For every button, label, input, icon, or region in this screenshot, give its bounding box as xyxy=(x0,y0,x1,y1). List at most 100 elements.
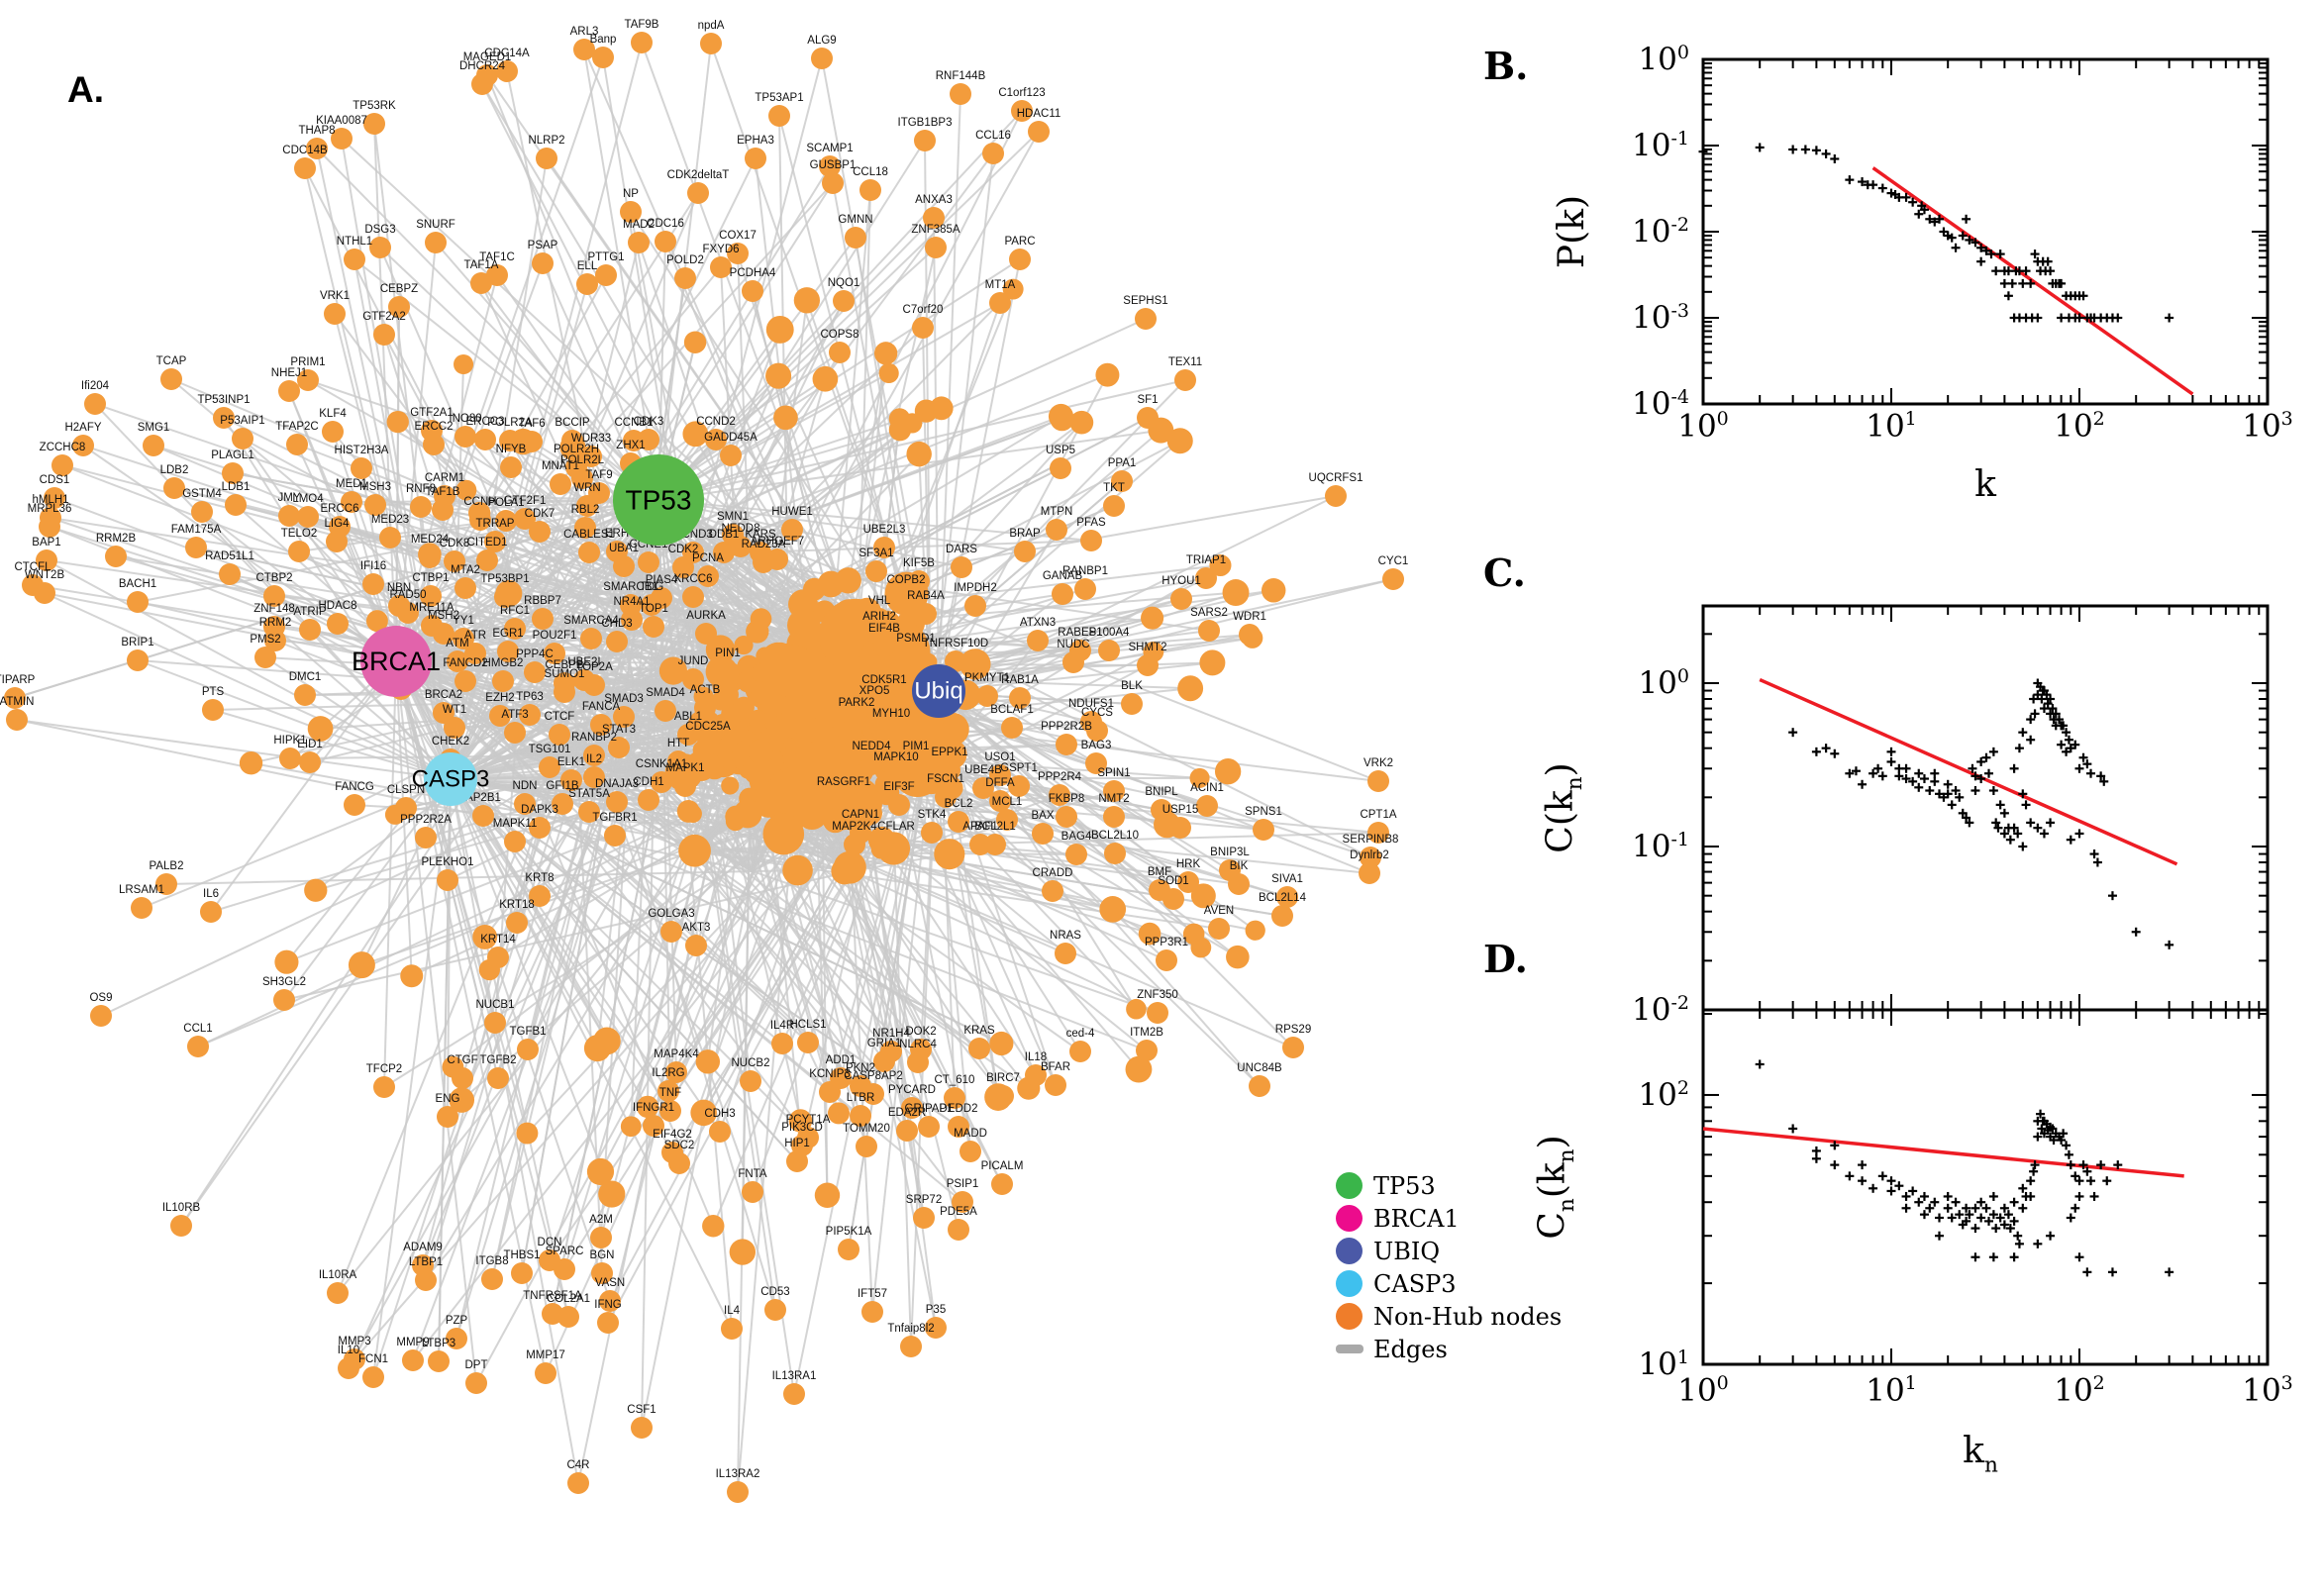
network-node xyxy=(771,1033,793,1054)
node-label: CDC16 xyxy=(647,218,684,230)
network-node xyxy=(72,435,94,456)
network-node xyxy=(578,801,600,823)
node-label: PDE5A xyxy=(940,1206,977,1218)
plot-frame-B xyxy=(1701,57,2270,406)
node-label: ALG9 xyxy=(807,35,836,47)
node-label: CTBP2 xyxy=(255,572,292,584)
network-node xyxy=(591,1262,613,1284)
node-label: TAF1C xyxy=(479,251,515,263)
network-node xyxy=(1282,1037,1304,1058)
node-label: GOLGA3 xyxy=(648,908,694,920)
network-node xyxy=(557,1306,579,1328)
network-node xyxy=(631,1417,653,1439)
network-node xyxy=(344,249,365,270)
network-node xyxy=(722,524,744,546)
node-label: TNFRSF1A xyxy=(523,1290,582,1302)
node-label: IL18 xyxy=(1025,1051,1047,1063)
node-label: UNC84B xyxy=(1237,1062,1282,1074)
network-node xyxy=(677,724,699,746)
network-node xyxy=(351,457,372,479)
node-label: WNT2B xyxy=(25,569,65,581)
node-label: GANAB xyxy=(1043,570,1083,582)
node-label: ACIN1 xyxy=(1190,782,1224,794)
network-node xyxy=(561,430,583,451)
network-node xyxy=(638,551,659,573)
network-node xyxy=(682,668,704,690)
node-label: RRM2B xyxy=(96,533,137,545)
network-node xyxy=(554,1258,575,1280)
network-node xyxy=(446,1328,467,1349)
network-node xyxy=(395,797,417,819)
network-node xyxy=(471,73,493,95)
network-node xyxy=(200,901,222,923)
network-node xyxy=(127,649,149,671)
network-node xyxy=(900,1336,922,1357)
network-node xyxy=(873,537,895,558)
node-label: MRPL36 xyxy=(28,503,72,515)
network-node xyxy=(687,182,709,204)
node-label: NLRP2 xyxy=(528,135,564,147)
network-node xyxy=(742,280,763,302)
node-label: IFT57 xyxy=(858,1288,887,1300)
network-node xyxy=(1367,822,1389,844)
node-label: P53AIP1 xyxy=(220,415,264,427)
legend-item-brca1: BRCA1 xyxy=(1336,1202,1562,1235)
network-node xyxy=(90,1005,112,1027)
node-label: TAF1A xyxy=(464,259,499,271)
network-node xyxy=(655,700,676,722)
network-node xyxy=(294,684,316,706)
network-node xyxy=(657,1080,679,1102)
node-label: BAG3 xyxy=(1081,740,1112,751)
network-node xyxy=(740,1070,761,1092)
node-label: SF1 xyxy=(1137,394,1158,406)
network-node xyxy=(1103,780,1125,802)
network-node xyxy=(705,429,727,450)
node-label: S100A4 xyxy=(1089,627,1131,639)
node-label: C7orf20 xyxy=(903,304,944,316)
plot-B xyxy=(1698,57,2270,406)
node-label: NLRC4 xyxy=(899,1039,937,1050)
node-label: CCL16 xyxy=(975,130,1011,142)
node-label: KIAA0087 xyxy=(316,115,367,127)
network-node xyxy=(567,1472,589,1494)
node-label: MAGED1 xyxy=(463,51,512,63)
network-node xyxy=(873,636,895,657)
network-node xyxy=(1028,121,1050,143)
network-node xyxy=(631,32,653,53)
node-label: BACH1 xyxy=(119,578,156,590)
node-label: IL10RB xyxy=(162,1202,201,1214)
network-node xyxy=(524,661,546,683)
network-node xyxy=(697,565,719,587)
node-label: HIP1 xyxy=(784,1138,810,1149)
node-label: SPARC xyxy=(546,1246,584,1257)
node-label: TFCP2 xyxy=(366,1063,402,1075)
node-label: TAF9B xyxy=(625,19,659,31)
network-node xyxy=(1049,784,1070,806)
network-node xyxy=(1086,720,1108,742)
network-node xyxy=(433,623,454,645)
network-node xyxy=(327,1282,349,1304)
network-node xyxy=(6,709,28,731)
node-label: ZNF350 xyxy=(1137,989,1178,1001)
network-node xyxy=(263,585,285,607)
node-label: UQCRFS1 xyxy=(1309,472,1364,484)
network-node xyxy=(299,751,321,773)
node-label: LTBP3 xyxy=(422,1338,455,1349)
network-node xyxy=(992,1085,1014,1107)
node-label: BNIP3L xyxy=(1210,847,1250,858)
network-node xyxy=(504,618,526,640)
node-label: DHCR24 xyxy=(459,60,506,72)
network-node xyxy=(254,647,276,668)
node-label: SCAMP1 xyxy=(806,143,853,154)
network-node xyxy=(1046,519,1067,541)
fit-line-D xyxy=(1702,1127,2184,1178)
network-node xyxy=(454,426,476,448)
node-label: LIG4 xyxy=(325,518,351,530)
node-label: ced-4 xyxy=(1066,1028,1095,1040)
legend-item-label: Edges xyxy=(1373,1335,1448,1363)
node-label: COPS8 xyxy=(821,329,859,341)
network-node xyxy=(1025,1064,1047,1086)
node-label: LDB1 xyxy=(222,481,251,493)
node-label: IL2RG xyxy=(652,1067,684,1079)
